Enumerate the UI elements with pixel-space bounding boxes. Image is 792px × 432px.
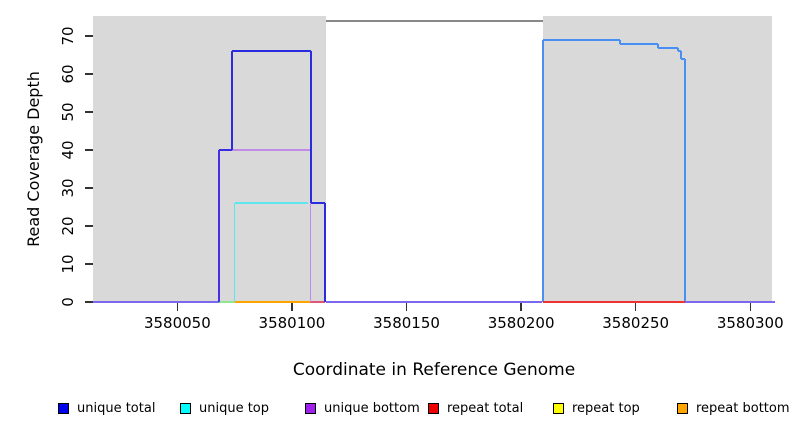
chart-segment <box>326 19 543 22</box>
chart-segment <box>309 150 312 302</box>
x-tick-label: 3580100 <box>258 314 326 332</box>
chart-segment <box>541 39 544 302</box>
chart-segment <box>232 149 311 151</box>
y-tick-label: 10 <box>59 254 77 274</box>
x-axis-title: Coordinate in Reference Genome <box>292 360 576 380</box>
chart-segment <box>542 301 686 303</box>
legend-swatch-icon <box>553 403 564 414</box>
chart-segment <box>620 42 659 45</box>
legend-swatch-icon <box>180 403 191 414</box>
legend-item-repeat-top: repeat top <box>553 401 640 416</box>
y-tick-label: 30 <box>59 178 77 198</box>
legend-item-unique-top: unique top <box>180 401 269 416</box>
x-tick-label: 3580250 <box>602 314 670 332</box>
y-tick-label: 70 <box>59 26 77 46</box>
chart-segment <box>88 301 219 303</box>
y-tick-label: 0 <box>59 297 77 307</box>
chart-segment <box>684 58 687 302</box>
y-axis-title: Read Coverage Depth <box>24 71 43 247</box>
chart-segment <box>218 149 233 152</box>
chart-segment <box>233 203 236 302</box>
chart-segment <box>658 46 679 49</box>
chart-segment <box>311 202 325 205</box>
chart-segment <box>310 51 313 204</box>
y-tick-label: 20 <box>59 216 77 236</box>
y-tick <box>85 225 93 227</box>
y-tick-label: 40 <box>59 140 77 160</box>
legend-swatch-icon <box>428 403 439 414</box>
legend-item-repeat-total: repeat total <box>428 401 523 416</box>
x-tick-label: 3580050 <box>143 314 211 332</box>
y-tick <box>85 187 93 189</box>
legend-label: unique total <box>77 401 156 416</box>
y-tick <box>85 73 93 75</box>
chart-segment <box>657 43 660 48</box>
x-tick <box>520 303 522 311</box>
highlight-region <box>326 16 543 302</box>
legend-label: unique bottom <box>324 401 420 416</box>
legend-swatch-icon <box>305 403 316 414</box>
chart-segment <box>234 301 311 303</box>
legend-label: repeat bottom <box>696 401 790 416</box>
y-tick <box>85 263 93 265</box>
chart-segment <box>677 47 680 52</box>
y-tick <box>85 111 93 113</box>
x-tick-label: 3580200 <box>487 314 555 332</box>
legend-label: unique top <box>199 401 270 416</box>
x-tick <box>634 303 637 311</box>
x-tick-label: 3580150 <box>373 314 440 332</box>
chart-segment <box>231 51 234 151</box>
x-tick-label: 3580300 <box>716 314 784 332</box>
y-tick-label: 50 <box>59 102 77 122</box>
x-tick <box>749 303 751 311</box>
chart-segment <box>542 38 621 41</box>
chart-segment <box>310 301 325 303</box>
legend-label: repeat top <box>572 401 640 416</box>
legend-item-repeat-bottom: repeat bottom <box>677 401 790 416</box>
chart-segment <box>681 57 686 60</box>
y-tick <box>85 149 93 151</box>
chart-segment <box>678 50 682 53</box>
x-tick <box>176 303 179 311</box>
legend-label: repeat total <box>447 401 524 416</box>
y-tick <box>85 35 93 37</box>
chart-segment <box>619 39 622 44</box>
legend-swatch-icon <box>677 403 688 414</box>
chart-segment <box>685 301 775 303</box>
y-tick <box>85 301 93 303</box>
x-tick <box>291 303 293 311</box>
chart-segment <box>680 51 683 59</box>
legend-item-unique-total: unique total <box>58 401 155 416</box>
chart-segment <box>232 50 312 53</box>
x-tick <box>405 303 408 311</box>
chart-segment <box>217 150 220 302</box>
legend-swatch-icon <box>58 403 69 414</box>
chart-segment <box>218 301 235 303</box>
chart-segment <box>234 202 308 204</box>
chart-segment <box>323 203 326 302</box>
chart-segment <box>326 301 542 303</box>
y-tick-label: 60 <box>59 64 77 84</box>
legend-item-unique-bottom: unique bottom <box>305 401 420 416</box>
